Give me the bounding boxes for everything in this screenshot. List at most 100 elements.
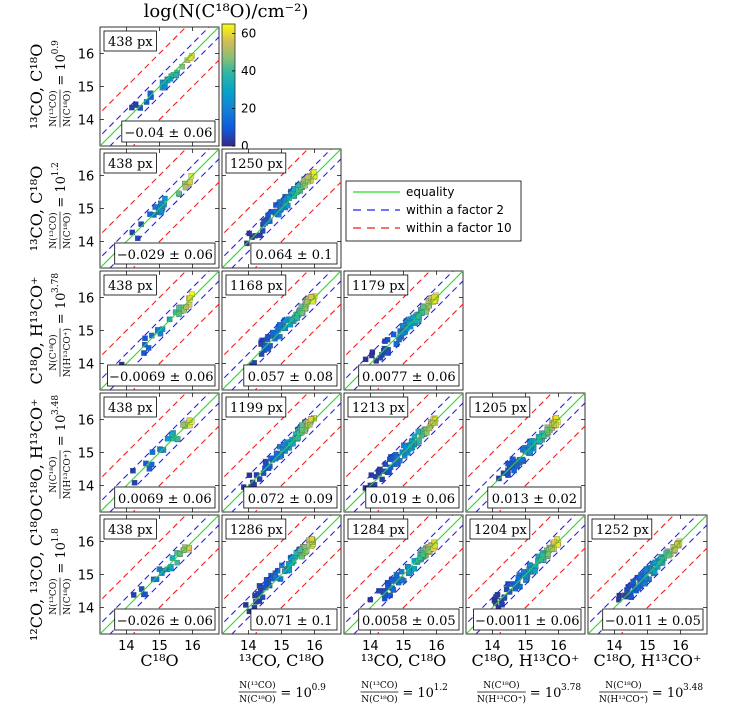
histogram-bin (551, 539, 557, 546)
pixel-count-box (347, 396, 409, 418)
histogram-bin (262, 342, 268, 349)
factor2-lower-line (109, 36, 219, 146)
ratio-exponent: 3.78 (561, 683, 581, 693)
pixel-count-label: 438 px (108, 157, 153, 172)
histogram-bin (249, 479, 256, 486)
histogram-bin (258, 339, 264, 345)
histogram-bin (187, 179, 193, 185)
histogram-bin (298, 422, 305, 428)
factor2-lower-line (353, 402, 463, 512)
ratio-exponent: 1.8 (51, 528, 61, 543)
pixel-count-label: 1286 px (230, 523, 284, 538)
histogram-bin (273, 451, 280, 457)
histogram-bin (187, 55, 194, 61)
factor2-upper-line (344, 271, 454, 381)
column-label-3: C¹⁸O, H¹³CO⁺ N(C¹⁸O) N(H¹³CO⁺) = 10 3.78 (471, 651, 581, 705)
factor2-lower-line (353, 280, 463, 390)
histogram-bin (169, 555, 176, 561)
ratio-value: = 10 (54, 415, 69, 447)
offset-stat-label: −0.011 ± 0.05 (605, 614, 701, 629)
histogram-bin (158, 200, 164, 207)
equality-line (222, 271, 341, 390)
factor2-upper-line (222, 515, 332, 625)
ratio-denominator: N(C¹⁸O) (62, 90, 73, 126)
equality-line (344, 271, 463, 390)
histogram-bin (416, 438, 422, 445)
factor2-upper-line (344, 393, 454, 503)
histogram-bin (260, 228, 266, 234)
histogram-bin (539, 552, 545, 558)
histogram-bin (182, 184, 189, 191)
column-label-4: C¹⁸O, H¹³CO⁺ N(C¹⁸O) N(H¹³CO⁺) = 10 3.48 (593, 651, 703, 705)
factor10-lower-line (132, 303, 219, 390)
panel-r3-c2: 1213 px 0.019 ± 0.06 (343, 392, 464, 513)
histogram-bin (426, 425, 433, 432)
histogram-bin (397, 457, 403, 464)
column-label-species: ¹³CO, C¹⁸O (361, 651, 447, 670)
x-tick-label: 15 (517, 639, 534, 654)
equality-line (466, 393, 585, 512)
histogram-bin (418, 433, 425, 439)
histogram-bin (285, 561, 292, 567)
x-tick-label: 15 (151, 639, 168, 654)
factor10-lower-line (132, 425, 219, 512)
histogram-bin (138, 221, 144, 227)
offset-stat-box (114, 486, 216, 509)
panel-content (100, 149, 219, 268)
histogram-bin (262, 465, 268, 471)
histogram-bin (628, 594, 634, 601)
y-tick-label: 16 (78, 413, 95, 428)
panel-content (100, 27, 219, 146)
histogram-bin (388, 455, 395, 462)
pixel-count-label: 1205 px (474, 401, 528, 416)
factor10-lower-line (132, 59, 219, 146)
factor2-upper-line (222, 149, 332, 259)
equality-line (588, 515, 707, 634)
histogram-bin (544, 427, 550, 433)
equality-line (100, 515, 219, 634)
ratio-expression: N(C¹⁸O)N(H¹³CO⁺)= 103.78 (48, 273, 73, 377)
panel-r3-c3: 1205 px 0.013 ± 0.02 (465, 392, 586, 513)
row-label-3: C¹⁸O, H¹³CO⁺ N(C¹⁸O) N(H¹³CO⁺) = 103.48 (27, 395, 73, 507)
histogram-bin (142, 335, 148, 341)
ratio-numerator: N(¹³CO) (48, 90, 59, 126)
ratio-value: = 10 (54, 542, 69, 574)
pixel-count-label: 438 px (108, 523, 153, 538)
histogram-bin (415, 429, 421, 435)
histogram-bin (159, 570, 165, 576)
x-tick-label: 14 (606, 639, 623, 654)
y-tick-label: 14 (78, 602, 95, 617)
ratio-numerator: N(C¹⁸O) (48, 334, 59, 370)
factor2-upper-line (222, 393, 332, 503)
ratio-value: = 10 (402, 686, 434, 701)
factor10-upper-line (222, 149, 309, 236)
factor10-lower-line (620, 547, 707, 634)
ratio-numerator: N(C¹⁸O) (605, 680, 641, 691)
ratio-denominator: N(C¹⁸O) (62, 212, 73, 248)
offset-stat-box (487, 486, 582, 509)
pixel-count-box (103, 152, 157, 174)
factor2-lower-line (231, 524, 341, 634)
factor2-lower-line (475, 402, 585, 512)
factor10-upper-line (588, 515, 675, 602)
histogram-bin (263, 581, 269, 587)
ratio-expression: N(¹³CO) N(C¹⁸O) = 101.8 (48, 528, 73, 616)
colorbar-tick-label: 20 (241, 101, 256, 115)
x-tick-label: 16 (672, 639, 689, 654)
ratio-exponent: 0.9 (312, 683, 327, 693)
pixel-count-label: 1199 px (230, 401, 284, 416)
histogram-bin (290, 558, 297, 564)
legend-label: within a factor 10 (406, 221, 512, 235)
histogram-bin (149, 332, 155, 339)
histogram-bin (146, 466, 153, 472)
factor2-lower-line (231, 402, 341, 512)
histogram-bin (404, 325, 410, 332)
histogram-bin (260, 470, 267, 476)
ratio-denominator: N(C¹⁸O) (62, 578, 73, 614)
histogram-bin (386, 469, 392, 476)
factor10-upper-line (100, 393, 187, 480)
histogram-bin (130, 468, 136, 474)
offset-stat-box (473, 608, 582, 631)
